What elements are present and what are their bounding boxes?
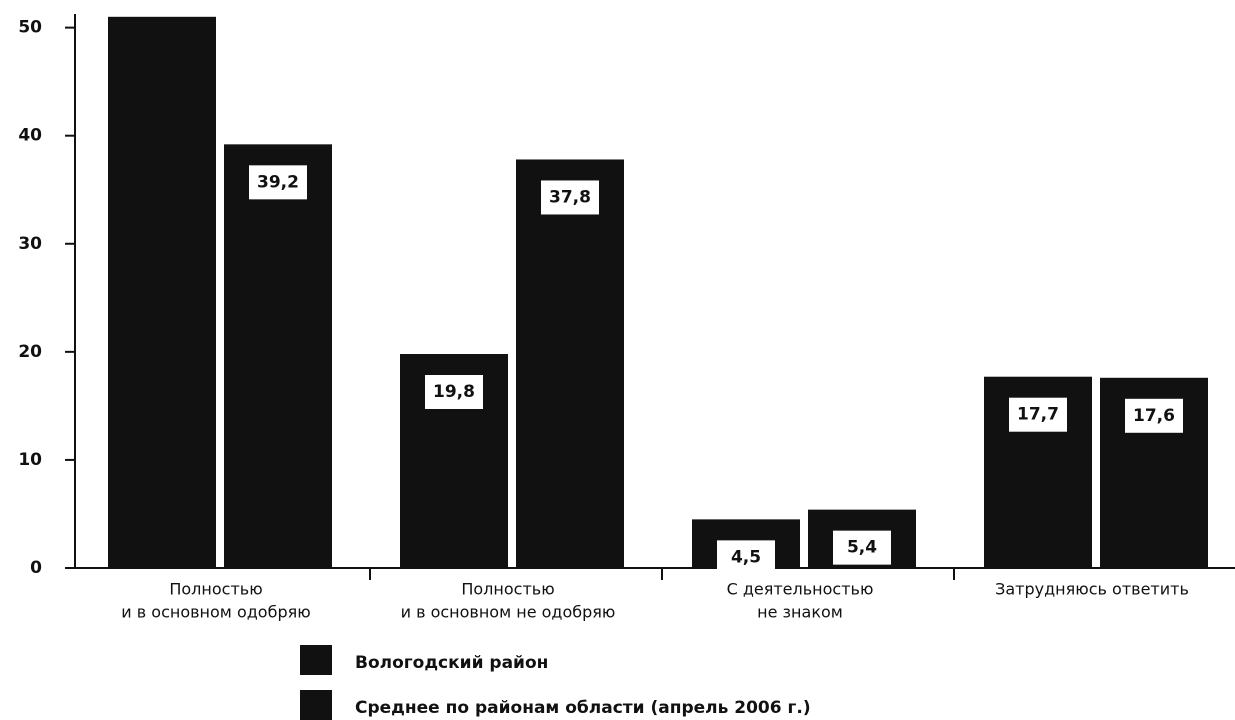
value-label: 37,8 <box>549 187 591 207</box>
value-label-box <box>717 540 775 575</box>
legend-swatch <box>300 645 332 675</box>
value-label: 19,8 <box>433 382 475 402</box>
value-label-box <box>833 530 891 565</box>
y-tick-label: 50 <box>18 18 42 38</box>
value-label: 4,5 <box>731 547 761 567</box>
bar <box>224 144 332 569</box>
x-tick-label: и в основном одобряю <box>121 603 310 622</box>
value-label-box <box>1009 397 1067 432</box>
value-label-box <box>1125 398 1183 433</box>
x-tick-label: Затрудняюсь ответить <box>995 580 1189 599</box>
x-tick-label: Полностью <box>461 580 554 599</box>
y-tick-label: 10 <box>18 450 42 470</box>
y-tick-label: 20 <box>18 342 42 362</box>
x-tick-label: С деятельностью <box>727 580 874 599</box>
bar <box>108 16 216 569</box>
value-label-box <box>249 165 307 200</box>
value-label-box <box>541 180 599 215</box>
bar <box>516 159 624 568</box>
x-tick-label: не знаком <box>757 603 843 622</box>
value-label: 5,4 <box>847 538 877 558</box>
legend-label: Среднее по районам области (апрель 2006 … <box>355 698 811 718</box>
x-tick-label: Полностью <box>169 580 262 599</box>
legend-swatch <box>300 690 332 720</box>
value-label: 17,6 <box>1133 406 1175 426</box>
y-tick-label: 0 <box>30 558 42 578</box>
value-label-box <box>425 375 483 410</box>
value-label: 17,7 <box>1017 405 1059 425</box>
value-label: 39,2 <box>257 172 299 192</box>
y-tick-label: 30 <box>18 234 42 254</box>
y-tick-label: 40 <box>18 126 42 146</box>
x-tick-label: и в основном не одобряю <box>401 603 616 622</box>
legend-label: Вологодский район <box>355 653 548 673</box>
